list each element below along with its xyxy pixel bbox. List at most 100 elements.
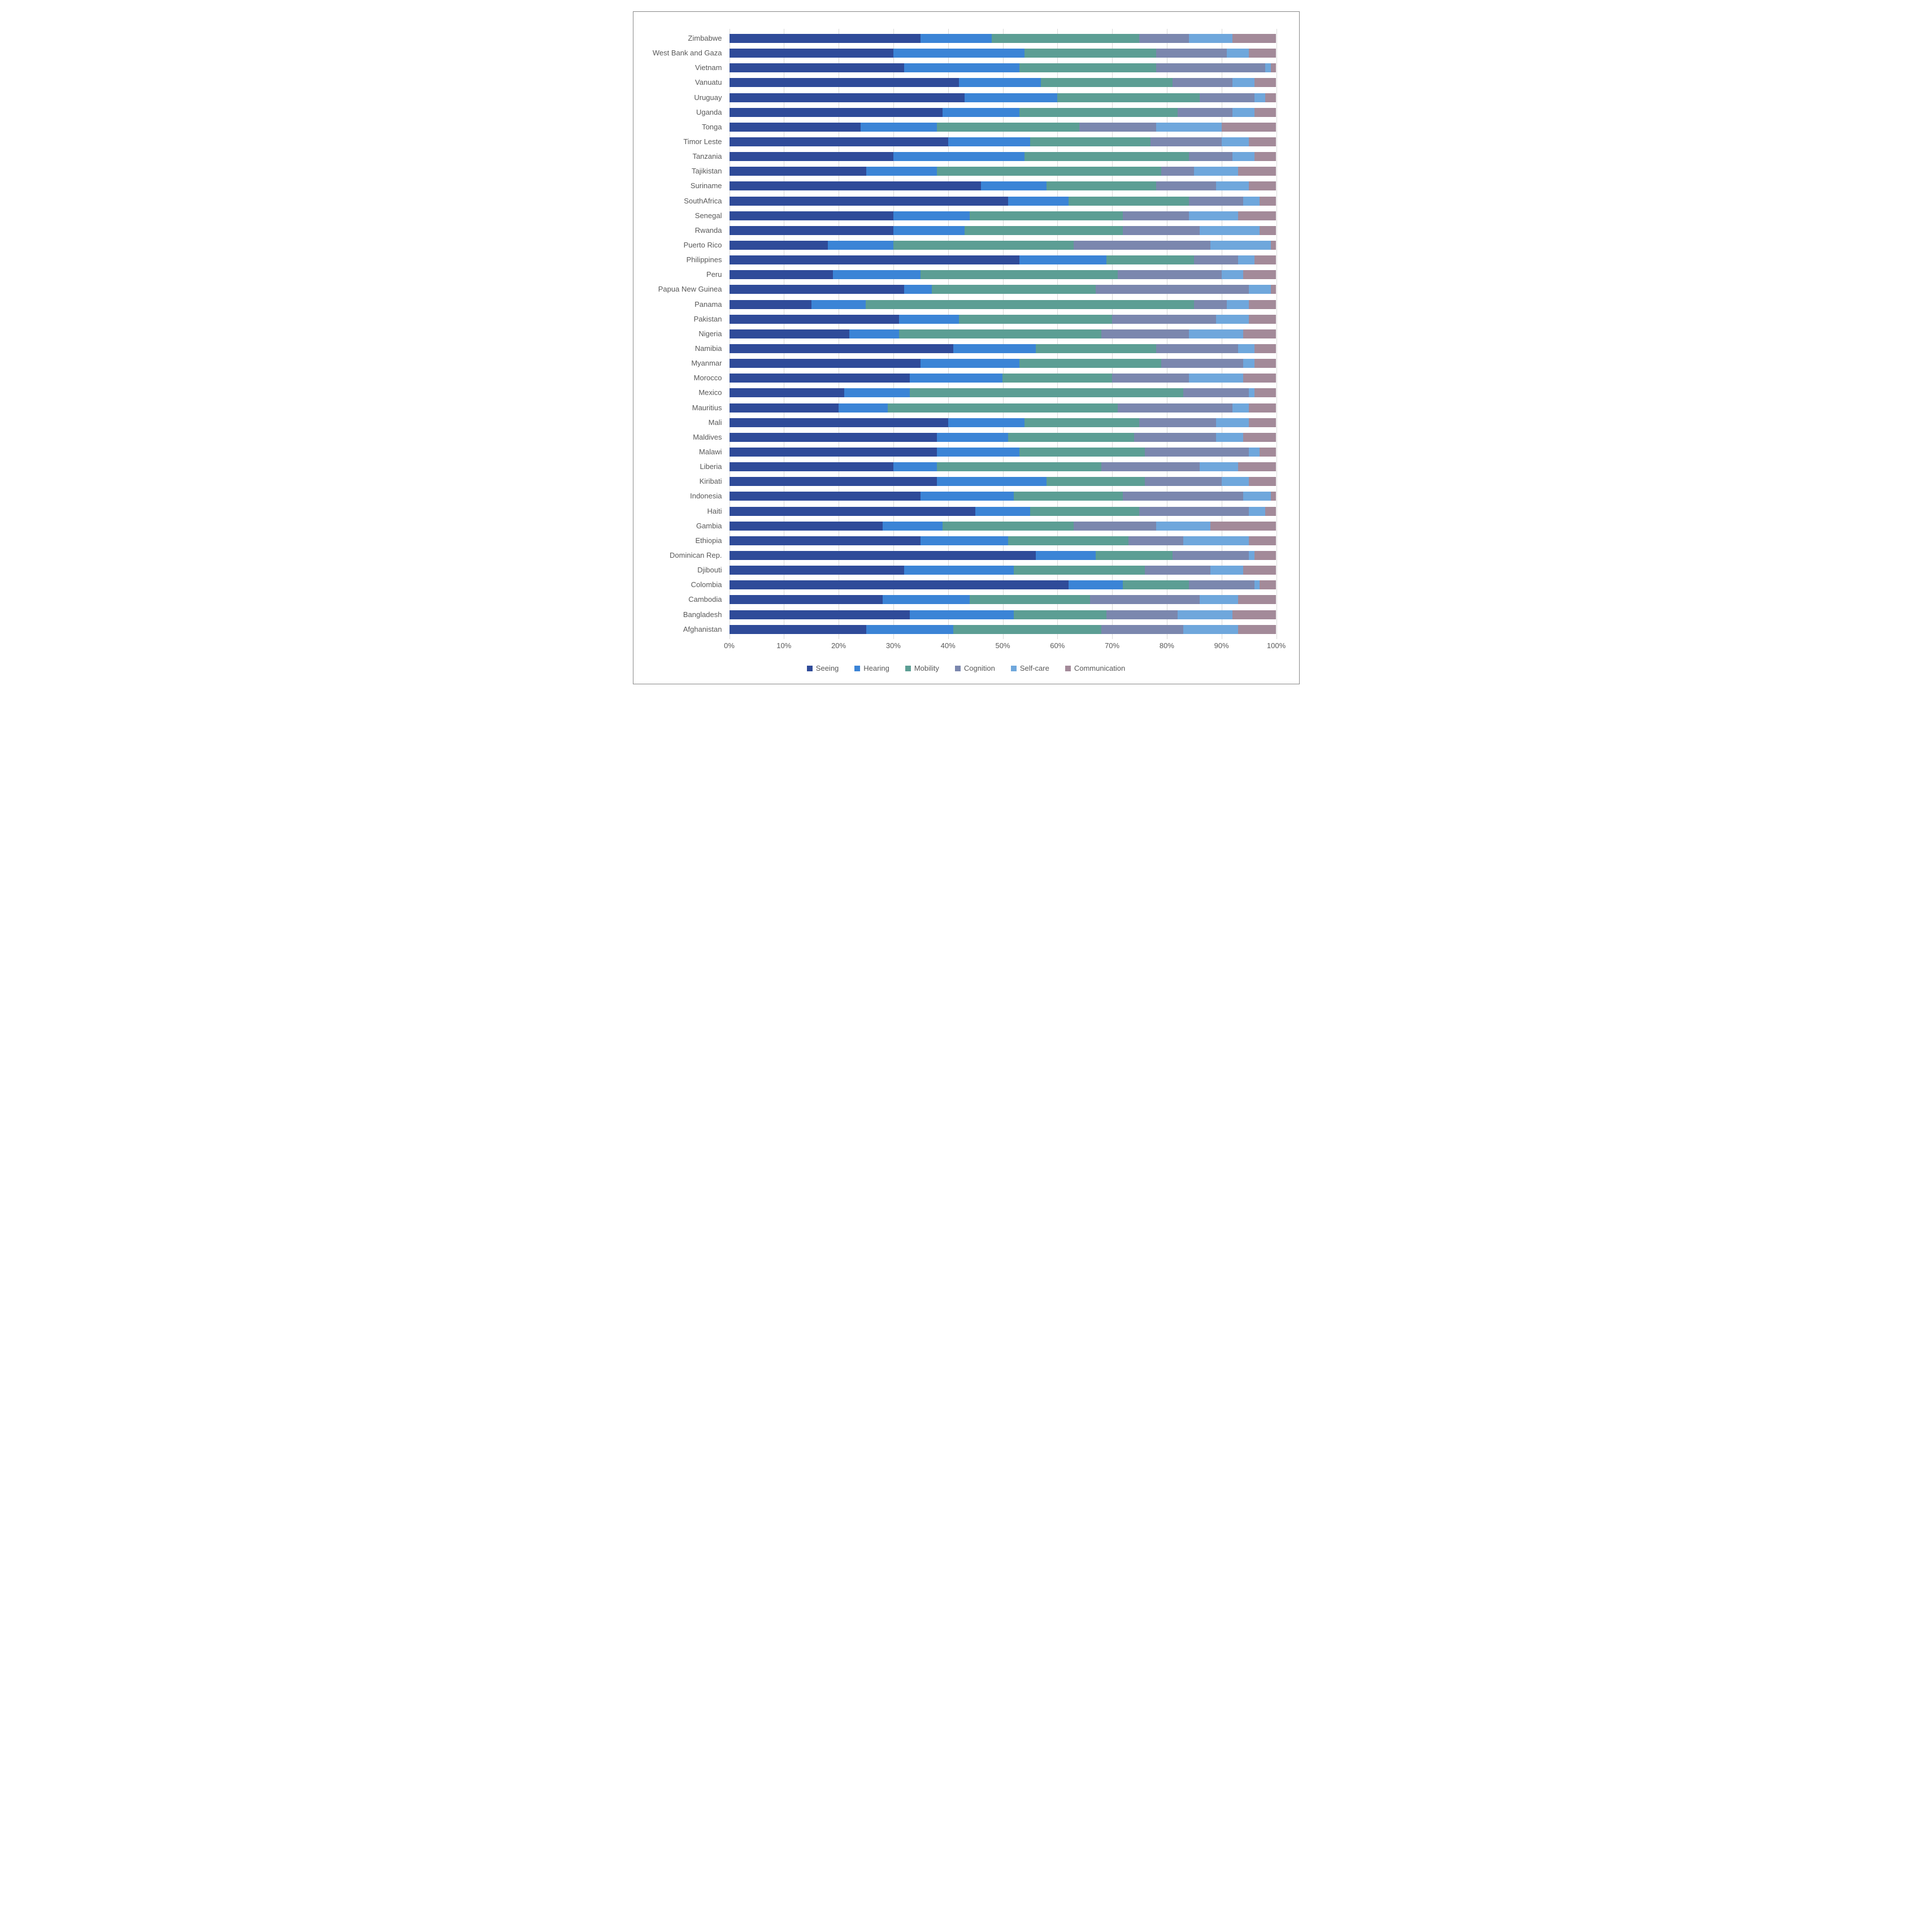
y-axis-label: Malawi xyxy=(650,448,727,457)
bar-segment-self-care xyxy=(1194,167,1238,176)
bar-segment-self-care xyxy=(1156,123,1222,132)
bar-segment-hearing xyxy=(1008,197,1068,206)
bar-segment-communication xyxy=(1232,34,1276,43)
y-axis-label: Nigeria xyxy=(650,329,727,338)
bar-segment-cognition xyxy=(1074,241,1210,250)
x-axis-tick: 90% xyxy=(1214,641,1229,650)
bar-row xyxy=(730,462,1277,471)
bar-segment-self-care xyxy=(1183,536,1249,545)
bar-segment-seeing xyxy=(730,580,1069,589)
legend-item-communication: Communication xyxy=(1065,664,1125,672)
bar-segment-self-care xyxy=(1216,315,1249,324)
bar-segment-cognition xyxy=(1112,374,1189,383)
bar-segment-mobility xyxy=(1024,49,1156,58)
bar-segment-hearing xyxy=(921,536,1008,545)
bar-segment-cognition xyxy=(1161,359,1243,368)
bar-row xyxy=(730,270,1277,279)
bar-segment-seeing xyxy=(730,522,883,531)
bar-segment-self-care xyxy=(1227,300,1249,309)
bar-segment-cognition xyxy=(1101,462,1200,471)
y-axis-label: Mauritius xyxy=(650,403,727,413)
bar-segment-seeing xyxy=(730,78,960,87)
y-axis-label: Puerto Rico xyxy=(650,241,727,250)
plot-area xyxy=(730,29,1277,639)
y-axis-label: Namibia xyxy=(650,344,727,353)
bar-segment-seeing xyxy=(730,197,1009,206)
bar-segment-mobility xyxy=(1096,551,1173,560)
bar-segment-self-care xyxy=(1249,448,1260,457)
x-axis-tick: 30% xyxy=(886,641,901,650)
x-axis-tick: 0% xyxy=(724,641,735,650)
bar-segment-hearing xyxy=(981,181,1047,190)
bar-segment-self-care xyxy=(1178,610,1232,619)
y-axis-label: Indonesia xyxy=(650,492,727,501)
x-axis-tick: 60% xyxy=(1050,641,1065,650)
bar-segment-communication xyxy=(1271,241,1277,250)
bar-segment-hearing xyxy=(899,315,959,324)
bar-segment-mobility xyxy=(1047,181,1156,190)
x-axis-tick: 70% xyxy=(1105,641,1119,650)
bar-segment-communication xyxy=(1238,625,1277,634)
bar-segment-cognition xyxy=(1134,433,1216,442)
bar-row xyxy=(730,241,1277,250)
bar-segment-cognition xyxy=(1139,507,1249,516)
bar-segment-cognition xyxy=(1090,595,1200,604)
bar-segment-hearing xyxy=(948,137,1030,146)
legend-swatch xyxy=(807,666,813,671)
bar-segment-cognition xyxy=(1118,403,1232,413)
bar-segment-self-care xyxy=(1222,270,1244,279)
bar-row xyxy=(730,610,1277,619)
bar-segment-mobility xyxy=(932,285,1096,294)
bar-segment-seeing xyxy=(730,226,893,235)
bar-segment-self-care xyxy=(1243,492,1270,501)
y-axis-label: Vanuatu xyxy=(650,78,727,87)
bar-segment-mobility xyxy=(1041,78,1172,87)
bar-segment-hearing xyxy=(866,625,954,634)
bar-segment-hearing xyxy=(849,329,898,338)
bar-segment-communication xyxy=(1271,492,1277,501)
bar-segment-communication xyxy=(1238,595,1277,604)
bar-segment-hearing xyxy=(959,78,1041,87)
bar-segment-self-care xyxy=(1189,34,1232,43)
x-axis-tick: 20% xyxy=(831,641,846,650)
y-axis-label: Peru xyxy=(650,270,727,279)
bar-segment-self-care xyxy=(1222,137,1249,146)
bar-segment-mobility xyxy=(1008,433,1134,442)
bar-segment-self-care xyxy=(1183,625,1238,634)
bar-segment-cognition xyxy=(1156,63,1266,72)
y-axis-label: Tanzania xyxy=(650,152,727,161)
bar-segment-mobility xyxy=(992,34,1139,43)
bar-row xyxy=(730,255,1277,264)
legend-label: Self-care xyxy=(1020,664,1049,672)
bar-segment-hearing xyxy=(1069,580,1123,589)
y-axis-label: Suriname xyxy=(650,181,727,190)
bar-segment-mobility xyxy=(953,625,1101,634)
bar-segment-hearing xyxy=(1036,551,1096,560)
bar-segment-cognition xyxy=(1074,522,1156,531)
bar-segment-seeing xyxy=(730,566,905,575)
y-axis-label: Panama xyxy=(650,300,727,309)
bar-segment-mobility xyxy=(893,241,1074,250)
bar-segment-self-care xyxy=(1249,551,1254,560)
bar-row xyxy=(730,137,1277,146)
x-axis-tick: 50% xyxy=(995,641,1010,650)
bar-segment-communication xyxy=(1249,137,1276,146)
bar-segment-hearing xyxy=(921,34,992,43)
bar-segment-hearing xyxy=(904,566,1014,575)
bar-segment-cognition xyxy=(1106,610,1178,619)
bar-segment-cognition xyxy=(1183,388,1249,397)
bar-segment-mobility xyxy=(970,595,1090,604)
y-axis-labels: ZimbabweWest Bank and GazaVietnamVanuatu… xyxy=(650,29,727,639)
y-axis-label: Dominican Rep. xyxy=(650,551,727,560)
bar-segment-seeing xyxy=(730,492,921,501)
bar-segment-cognition xyxy=(1139,418,1216,427)
bar-segment-hearing xyxy=(937,433,1008,442)
bar-segment-mobility xyxy=(965,226,1123,235)
y-axis-label: SouthAfrica xyxy=(650,197,727,206)
bar-segment-hearing xyxy=(910,374,1003,383)
bar-segment-communication xyxy=(1265,507,1276,516)
bar-segment-self-care xyxy=(1210,241,1270,250)
bar-segment-communication xyxy=(1243,374,1276,383)
bar-row xyxy=(730,300,1277,309)
bar-segment-cognition xyxy=(1145,566,1210,575)
